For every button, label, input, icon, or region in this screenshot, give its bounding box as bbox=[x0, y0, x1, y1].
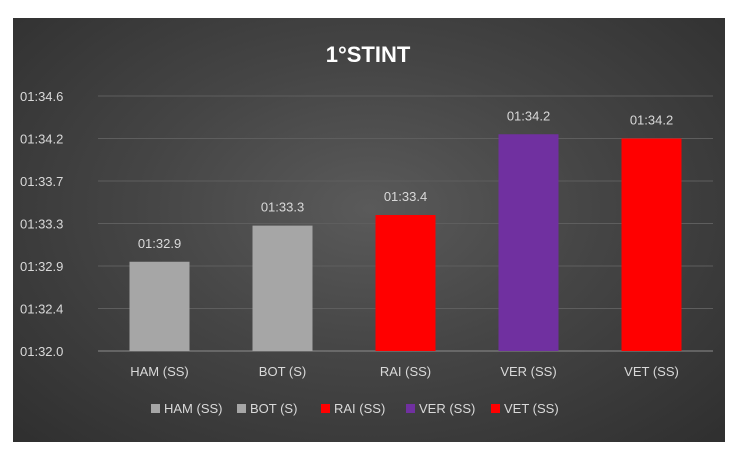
x-tick-label: RAI (SS) bbox=[380, 364, 431, 379]
bars bbox=[129, 134, 682, 351]
x-tick-label: BOT (S) bbox=[259, 364, 306, 379]
y-tick-label: 01:34.2 bbox=[20, 132, 63, 147]
bar bbox=[375, 215, 436, 351]
chart-area: 1°STINT 01:32.0 01:32.4 01:32.9 01:33.3 01:3… bbox=[13, 18, 725, 442]
chart-title: 1°STINT bbox=[326, 42, 411, 67]
legend-label: RAI (SS) bbox=[334, 401, 385, 416]
legend-label: VER (SS) bbox=[419, 401, 475, 416]
data-label: 01:33.4 bbox=[384, 189, 427, 204]
legend: HAM (SS) BOT (S) RAI (SS) VER (SS) VET (SS) bbox=[151, 401, 559, 416]
legend-swatch bbox=[406, 404, 415, 413]
legend-swatch bbox=[491, 404, 500, 413]
x-tick-label: VER (SS) bbox=[500, 364, 556, 379]
legend-swatch bbox=[321, 404, 330, 413]
data-label: 01:34.2 bbox=[507, 108, 550, 123]
x-tick-label: VET (SS) bbox=[624, 364, 679, 379]
y-tick-label: 01:33.3 bbox=[20, 217, 63, 232]
data-label: 01:33.3 bbox=[261, 200, 304, 215]
y-tick-label: 01:32.4 bbox=[20, 302, 63, 317]
legend-swatch bbox=[237, 404, 246, 413]
x-tick-label: HAM (SS) bbox=[130, 364, 189, 379]
x-axis-categories: HAM (SS) BOT (S) RAI (SS) VER (SS) VET (SS) bbox=[130, 364, 679, 379]
bar-chart: 1°STINT 01:32.001:32.401:32.901:33.301:3… bbox=[20, 42, 713, 416]
bar bbox=[252, 225, 313, 351]
bar bbox=[498, 134, 559, 351]
data-label: 01:32.9 bbox=[138, 236, 181, 251]
y-tick-label: 01:33.7 bbox=[20, 174, 63, 189]
legend-label: HAM (SS) bbox=[164, 401, 223, 416]
y-tick-label: 01:32.0 bbox=[20, 344, 63, 359]
legend-label: BOT (S) bbox=[250, 401, 297, 416]
legend-label: VET (SS) bbox=[504, 401, 559, 416]
data-label: 01:34.2 bbox=[630, 113, 673, 128]
y-tick-label: 01:34.6 bbox=[20, 89, 63, 104]
legend-swatch bbox=[151, 404, 160, 413]
y-axis-ticks: 01:32.0 01:32.4 01:32.9 01:33.3 01:33.7 01:34… bbox=[20, 89, 63, 359]
data-labels: 01:32.9 01:33.3 01:33.4 01:34.2 01:34.2 bbox=[138, 108, 673, 251]
bar bbox=[621, 138, 682, 351]
y-tick-label: 01:32.9 bbox=[20, 259, 63, 274]
bar bbox=[129, 261, 190, 351]
